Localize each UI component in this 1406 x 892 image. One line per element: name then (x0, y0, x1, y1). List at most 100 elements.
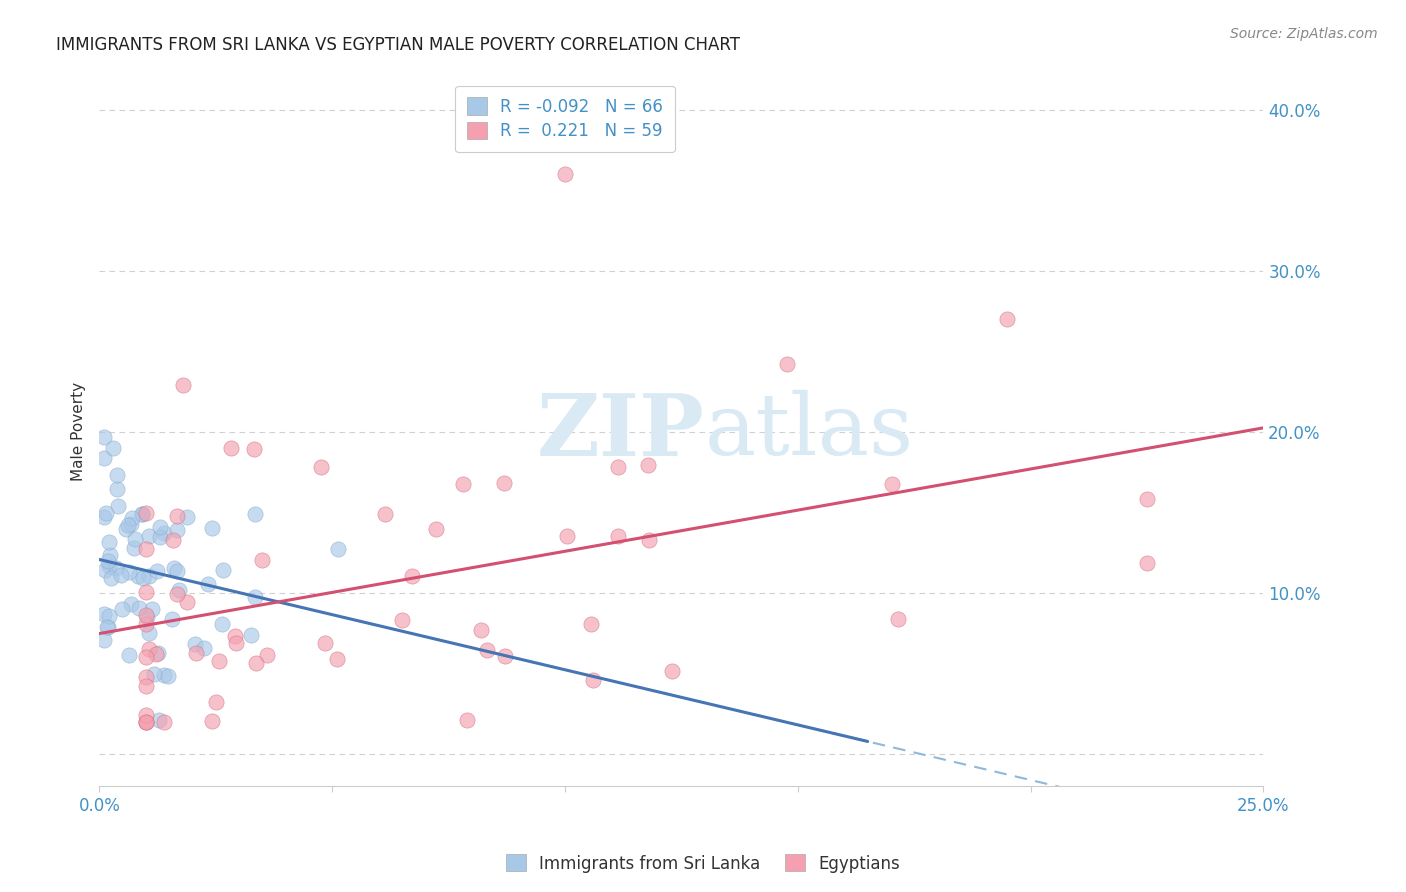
Point (243, 442, 266, 456)
Point (1136, 556, 1159, 570)
Point (166, 523, 188, 537)
Point (135, 714, 157, 729)
Legend: Immigrants from Sri Lanka, Egyptians: Immigrants from Sri Lanka, Egyptians (499, 847, 907, 880)
Point (142, 667, 165, 681)
Point (208, 654, 231, 668)
Point (149, 530, 172, 544)
Point (94, 506, 117, 520)
Point (197, 577, 219, 591)
Text: atlas: atlas (704, 390, 914, 474)
Legend: R = -0.092   N = 66, R =  0.221   N = 59: R = -0.092 N = 66, R = 0.221 N = 59 (456, 86, 675, 153)
Point (105, 467, 128, 482)
Point (250, 553, 273, 567)
Point (115, 522, 138, 536)
Point (152, 667, 174, 681)
Point (374, 507, 396, 521)
Point (579, 617, 602, 632)
Point (135, 714, 157, 729)
Point (219, 442, 242, 456)
Point (470, 623, 492, 637)
Point (166, 587, 188, 601)
Point (146, 565, 169, 579)
Point (661, 664, 683, 678)
Point (135, 714, 157, 729)
Point (167, 583, 190, 598)
Point (152, 526, 174, 541)
Point (211, 617, 233, 632)
Point (637, 458, 659, 472)
Point (138, 642, 160, 657)
Point (314, 635, 336, 649)
Point (107, 499, 129, 513)
Point (135, 584, 157, 599)
Point (141, 601, 163, 615)
Point (145, 647, 167, 661)
Point (111, 601, 134, 615)
Point (582, 673, 605, 687)
Point (105, 482, 128, 496)
Point (163, 561, 186, 575)
Point (326, 541, 349, 556)
Point (148, 713, 170, 727)
Point (135, 506, 157, 520)
Point (245, 657, 267, 671)
Point (239, 628, 262, 642)
Point (475, 643, 498, 657)
Point (131, 507, 153, 521)
Point (93, 509, 115, 524)
Point (148, 647, 170, 661)
Point (135, 542, 157, 557)
Point (93, 430, 115, 444)
Point (494, 648, 516, 663)
Point (775, 357, 797, 371)
Point (93, 563, 115, 577)
Point (309, 459, 332, 474)
Point (391, 613, 413, 627)
Point (555, 529, 578, 543)
Point (995, 312, 1018, 326)
Point (554, 167, 576, 181)
Point (110, 567, 132, 582)
Point (127, 569, 149, 583)
Point (97, 609, 120, 624)
Point (325, 652, 347, 666)
Point (425, 522, 447, 536)
Point (120, 597, 142, 611)
Point (117, 518, 139, 533)
Point (135, 708, 157, 723)
Point (103, 442, 125, 456)
Point (166, 564, 188, 578)
Text: IMMIGRANTS FROM SRI LANKA VS EGYPTIAN MALE POVERTY CORRELATION CHART: IMMIGRANTS FROM SRI LANKA VS EGYPTIAN MA… (56, 36, 740, 54)
Point (98, 535, 121, 549)
Point (606, 460, 628, 475)
Point (225, 636, 247, 650)
Point (494, 475, 516, 490)
Point (887, 612, 910, 626)
Point (156, 669, 179, 683)
Point (201, 714, 224, 728)
Point (135, 650, 157, 665)
Point (93, 607, 115, 621)
Point (606, 528, 628, 542)
Point (97, 554, 120, 568)
Point (132, 571, 155, 585)
Point (97, 619, 120, 633)
Point (256, 648, 278, 662)
Point (212, 563, 235, 577)
Point (96, 620, 118, 634)
Point (162, 612, 184, 626)
Point (122, 541, 145, 556)
Point (201, 521, 224, 535)
Point (135, 670, 157, 684)
Point (166, 508, 188, 523)
Point (138, 529, 160, 543)
Point (638, 533, 661, 548)
Point (104, 561, 127, 575)
Point (128, 600, 150, 615)
Point (136, 610, 159, 624)
Point (93, 450, 115, 465)
Point (153, 714, 176, 729)
Point (243, 508, 266, 522)
Y-axis label: Male Poverty: Male Poverty (72, 383, 86, 482)
Point (880, 477, 903, 491)
